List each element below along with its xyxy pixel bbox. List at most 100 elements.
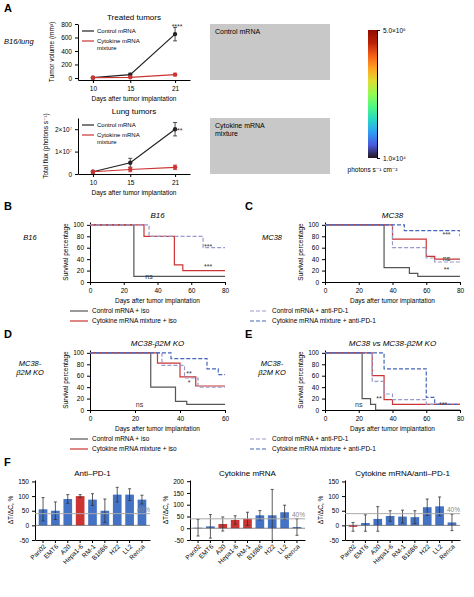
- legend-label-line: Cytokine mRNA: [97, 38, 140, 44]
- tick-label: 40: [177, 415, 185, 422]
- y-axis-title: Survival percentage: [297, 223, 305, 281]
- line: [93, 75, 175, 78]
- tick-mark: [359, 410, 360, 413]
- tick-label: 100: [308, 349, 319, 356]
- error-bar: [450, 514, 453, 530]
- error-bar: [66, 495, 69, 504]
- x-axis: 0 20 40 60: [89, 410, 230, 422]
- tick-label: H22: [418, 542, 432, 556]
- image-label: Cytokine mRNAmixture: [215, 122, 265, 137]
- tick: -50: [330, 537, 345, 544]
- tick: 100: [73, 349, 90, 356]
- error-bar: [376, 507, 379, 532]
- tick: 60: [222, 410, 230, 422]
- y-axis-line: [35, 481, 36, 541]
- survival-curve: [90, 353, 225, 375]
- tick-label: 40: [154, 287, 162, 294]
- image-label-line: Cytokine mRNA: [215, 122, 265, 130]
- legend-label: Cytokine mRNAmixture: [97, 38, 140, 51]
- tick-mark: [247, 540, 248, 543]
- zero-line: [190, 528, 305, 529]
- error-bar: [54, 502, 57, 520]
- tick: 20: [132, 410, 140, 422]
- x-axis: Pan02EMT6A20Hepa1-6RM-1B16B6H22LL2Renca: [339, 540, 461, 566]
- tick: -50: [175, 537, 190, 544]
- tick: H22: [108, 540, 122, 556]
- tick-mark: [87, 364, 90, 365]
- y-axis: 0200400600800: [61, 21, 78, 82]
- plot-area: [90, 353, 225, 404]
- tick-label: 15: [127, 179, 135, 186]
- tick: 15: [127, 174, 135, 186]
- tick: B16B6: [90, 540, 109, 562]
- tick-mark: [87, 225, 90, 226]
- tick-mark: [32, 511, 35, 512]
- tick: 150: [328, 478, 345, 485]
- tick: 20: [77, 267, 90, 274]
- y-axis-title: Survival percentage: [62, 223, 70, 281]
- tick: 600: [61, 34, 78, 41]
- error-bar: [103, 499, 106, 522]
- y-axis: 020406080100: [73, 349, 90, 413]
- tick-mark: [322, 387, 325, 388]
- tick-mark: [191, 282, 192, 285]
- tick-mark: [87, 248, 90, 249]
- chart-title: Lung tumors: [112, 107, 156, 116]
- tick-label: 80: [222, 287, 230, 294]
- survival-curve: [90, 353, 225, 404]
- tick: 10: [90, 80, 98, 92]
- tick: 0: [80, 279, 90, 286]
- tick-label: B16B6: [90, 542, 109, 561]
- tick-mark: [322, 376, 325, 377]
- tick: B16B6: [400, 540, 419, 562]
- chart: Pan02EMT6A20Hepa1-6RM-1B16B6H22LL2Renca-…: [162, 469, 306, 566]
- tick: 2×10⁷: [55, 126, 78, 133]
- tick-mark: [75, 174, 78, 175]
- tick-label: 50: [22, 507, 30, 514]
- tick-label: 20: [312, 267, 320, 274]
- legend-label: Control mRNA + iso: [92, 435, 150, 442]
- tick-mark: [390, 540, 391, 543]
- tick-mark: [414, 540, 415, 543]
- survival-curve: [325, 225, 460, 262]
- chart: 10152101×10⁷2×10⁷Lung tumorsDays after t…: [42, 107, 191, 197]
- x-axis-title: Days after tumor implantation: [92, 95, 177, 103]
- x-axis: 020406080: [324, 410, 465, 422]
- chart: 0204060020406080100MC38-β2M KODays after…: [62, 339, 229, 433]
- tick: 0: [89, 282, 93, 294]
- marker: [173, 165, 177, 169]
- tick: 80: [457, 282, 465, 294]
- tick: 60: [77, 244, 90, 251]
- tick: 40: [77, 256, 90, 263]
- tick: 200: [61, 61, 78, 68]
- tick-mark: [427, 540, 428, 543]
- error-bar: [140, 495, 143, 504]
- tick: 50: [177, 513, 190, 520]
- tick-mark: [235, 540, 236, 543]
- tick-label: 20: [132, 415, 140, 422]
- survival-curve: [325, 225, 460, 236]
- tick: 40: [154, 282, 162, 294]
- reference-label: 40%: [137, 506, 150, 513]
- tick-label: 0: [89, 287, 93, 294]
- tick-mark: [93, 174, 94, 177]
- image-label-line: mixture: [215, 130, 238, 137]
- tick-label: 800: [61, 21, 72, 28]
- panel-subtitle: MC38: [262, 233, 283, 242]
- tick-label: 600: [61, 34, 72, 41]
- tick: 60: [423, 410, 431, 422]
- tick-label: 40: [312, 256, 320, 263]
- tick: 0: [89, 410, 93, 422]
- tick-mark: [322, 282, 325, 283]
- figure: 1015210200400600800Treated tumorsDays af…: [0, 0, 474, 597]
- bar: [76, 496, 85, 525]
- tick-label: 100: [328, 493, 339, 500]
- y-axis: 020406080100: [308, 349, 325, 413]
- tick-label: 1.0×10⁴: [383, 155, 406, 162]
- y-axis-title: Tumor volume (mm³): [48, 22, 56, 82]
- tick: 100: [328, 493, 345, 500]
- colorbar-axis: 1.0×10⁴5.0×10⁵: [377, 27, 406, 162]
- tick: 1.0×10⁴: [377, 155, 406, 162]
- line: [93, 129, 175, 172]
- legend-swatch: [250, 448, 268, 449]
